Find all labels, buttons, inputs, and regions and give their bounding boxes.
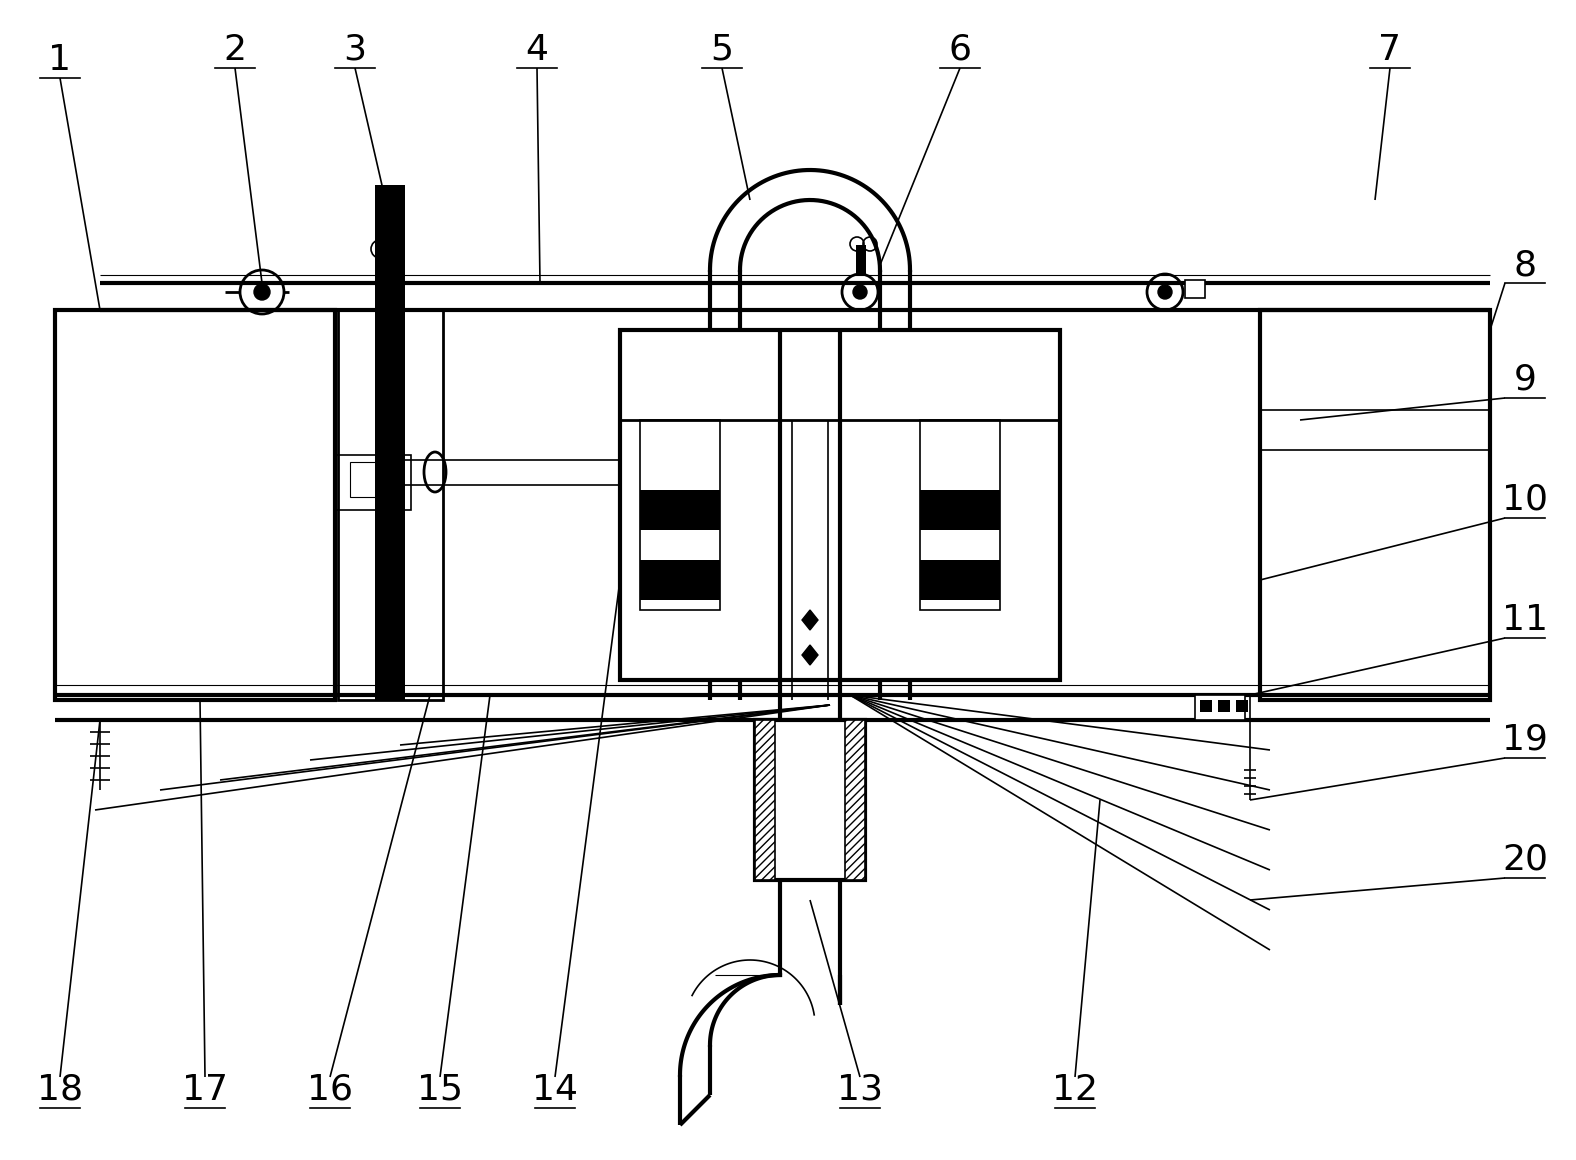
Text: 4: 4	[525, 32, 548, 67]
Bar	[1195, 695, 1245, 720]
Text: 7: 7	[1379, 32, 1401, 67]
Polygon shape	[845, 720, 865, 880]
Bar	[1259, 409, 1489, 450]
Circle shape	[1158, 285, 1173, 299]
Bar	[1259, 310, 1489, 699]
Bar	[640, 490, 720, 530]
Bar	[920, 490, 1001, 530]
Bar	[856, 245, 865, 275]
Bar	[755, 720, 865, 880]
Text: 8: 8	[1513, 248, 1537, 282]
Bar	[385, 285, 396, 293]
Bar	[619, 329, 1061, 420]
Text: 18: 18	[36, 1073, 84, 1107]
Bar	[375, 184, 405, 699]
Bar	[55, 310, 336, 699]
Bar	[1218, 699, 1229, 712]
Bar	[337, 310, 443, 699]
Text: 1: 1	[49, 43, 71, 77]
Circle shape	[254, 284, 269, 300]
Text: 9: 9	[1513, 363, 1537, 397]
Bar	[385, 253, 396, 271]
Circle shape	[853, 285, 867, 299]
Text: 14: 14	[533, 1073, 578, 1107]
Text: 5: 5	[711, 32, 733, 67]
Text: 13: 13	[837, 1073, 883, 1107]
Bar	[1199, 699, 1212, 712]
Bar	[619, 329, 1061, 680]
Bar	[640, 420, 720, 610]
Text: 16: 16	[307, 1073, 353, 1107]
Text: 17: 17	[181, 1073, 229, 1107]
Bar	[1236, 699, 1248, 712]
Text: 15: 15	[418, 1073, 463, 1107]
Text: 11: 11	[1502, 603, 1548, 637]
Text: 6: 6	[949, 32, 971, 67]
Bar	[920, 560, 1001, 600]
Text: 20: 20	[1502, 843, 1548, 877]
Text: 10: 10	[1502, 483, 1548, 517]
Polygon shape	[802, 610, 818, 630]
Bar	[1185, 280, 1206, 298]
Text: 3: 3	[344, 32, 367, 67]
Text: 2: 2	[224, 32, 246, 67]
Bar	[336, 455, 411, 510]
Bar	[920, 420, 1001, 610]
Bar	[640, 560, 720, 600]
Text: 19: 19	[1502, 723, 1548, 757]
Polygon shape	[802, 645, 818, 665]
Bar	[350, 462, 389, 496]
Polygon shape	[755, 720, 775, 880]
Text: 12: 12	[1053, 1073, 1098, 1107]
